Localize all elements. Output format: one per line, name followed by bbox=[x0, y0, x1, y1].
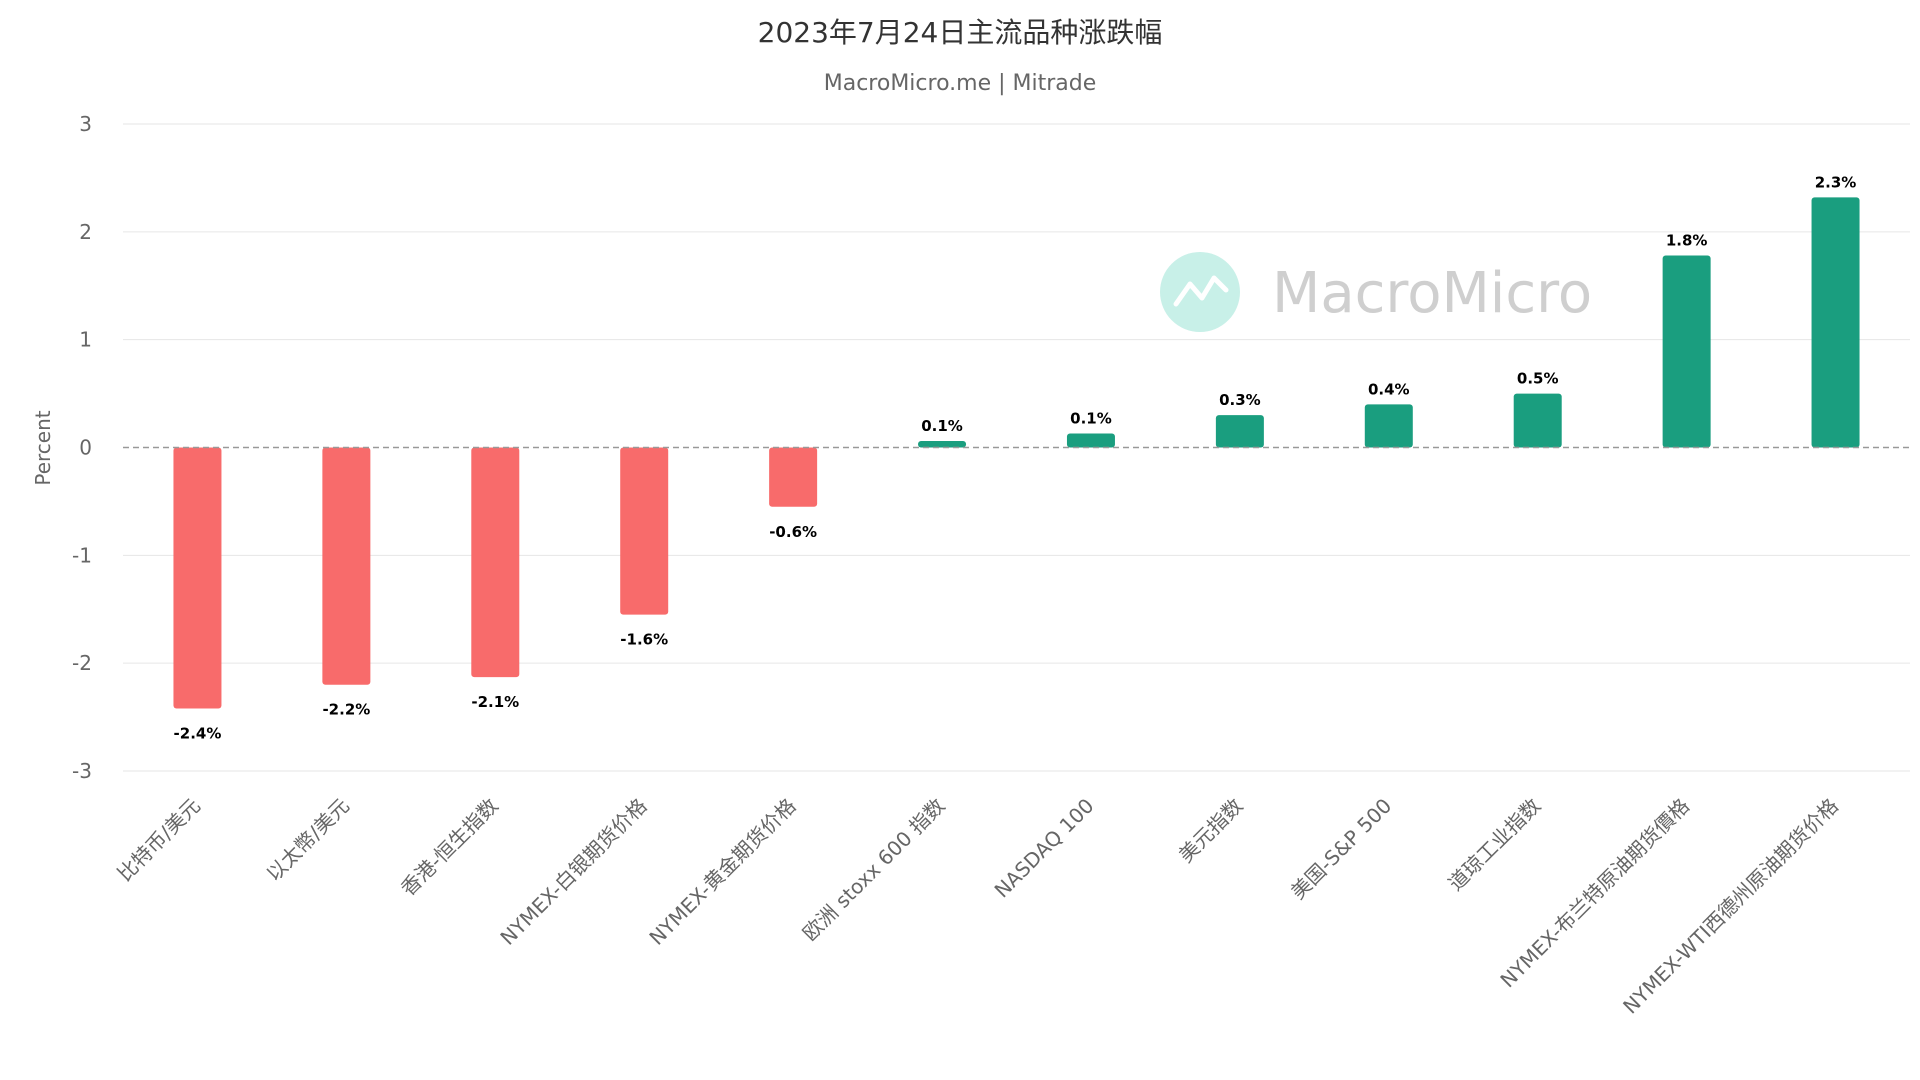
bar[interactable] bbox=[1811, 197, 1860, 448]
x-tick-label: NYMEX-白银期货价格 bbox=[495, 794, 651, 950]
bar[interactable] bbox=[1662, 255, 1711, 448]
bar[interactable] bbox=[471, 447, 520, 678]
y-axis-ticks: 3 2 1 0 -1 -2 -3 bbox=[72, 112, 92, 783]
x-tick-label: NASDAQ 100 bbox=[990, 794, 1099, 903]
x-tick-label: 香港-恒生指数 bbox=[396, 794, 503, 901]
data-labels: -2.4% -2.2% -2.1% -1.6% -0.6% 0.1% 0.1% 0.3% 0.4… bbox=[174, 173, 1857, 742]
bar[interactable] bbox=[1066, 433, 1115, 448]
data-label: 0.4% bbox=[1368, 380, 1410, 398]
data-label: 0.5% bbox=[1517, 370, 1559, 388]
data-label: -2.4% bbox=[174, 724, 222, 742]
x-tick-label: 比特币/美元 bbox=[113, 794, 205, 886]
y-tick-label: -3 bbox=[72, 759, 92, 783]
y-tick-label: -1 bbox=[72, 543, 92, 567]
x-tick-label: 欧洲 stoxx 600 指数 bbox=[798, 794, 950, 946]
chart-title: 2023年7月24日主流品种涨跌幅 bbox=[758, 16, 1163, 49]
y-tick-label: -2 bbox=[72, 651, 92, 675]
bar[interactable] bbox=[620, 447, 669, 615]
x-tick-label: NYMEX-黄金期货价格 bbox=[644, 794, 800, 950]
x-tick-label: 美元指数 bbox=[1174, 794, 1248, 868]
bar[interactable] bbox=[769, 447, 818, 507]
watermark: MacroMicro bbox=[1160, 252, 1592, 332]
data-label: 2.3% bbox=[1815, 173, 1857, 191]
y-tick-label: 3 bbox=[79, 112, 92, 136]
x-tick-label: 以太幣/美元 bbox=[261, 794, 353, 886]
chart-subtitle: MacroMicro.me | Mitrade bbox=[824, 71, 1097, 96]
data-label: -2.2% bbox=[322, 701, 370, 719]
bar[interactable] bbox=[173, 447, 222, 709]
chart-line-icon bbox=[1173, 275, 1229, 307]
data-label: -2.1% bbox=[471, 693, 519, 711]
data-label: 0.1% bbox=[921, 417, 963, 435]
x-axis-ticks: 比特币/美元 以太幣/美元 香港-恒生指数NYMEX-白银期货价格NYMEX-黄金期… bbox=[113, 794, 1844, 1019]
watermark-text: MacroMicro bbox=[1272, 261, 1592, 326]
data-label: -0.6% bbox=[769, 523, 817, 541]
y-tick-label: 2 bbox=[79, 220, 92, 244]
data-label: 1.8% bbox=[1666, 232, 1708, 250]
bar[interactable] bbox=[918, 441, 967, 448]
bar[interactable] bbox=[1364, 404, 1413, 448]
y-tick-label: 0 bbox=[79, 436, 92, 460]
data-label: 0.1% bbox=[1070, 409, 1112, 427]
y-axis-label: Percent bbox=[31, 410, 55, 485]
x-tick-label: 道琼工业指数 bbox=[1443, 794, 1545, 896]
bar[interactable] bbox=[1513, 393, 1562, 448]
data-label: -1.6% bbox=[620, 631, 668, 649]
bar[interactable] bbox=[322, 447, 371, 685]
grid-lines bbox=[123, 123, 1910, 772]
bars bbox=[173, 197, 1860, 709]
bar[interactable] bbox=[1215, 415, 1264, 448]
x-tick-label: 美国-S&P 500 bbox=[1286, 794, 1396, 904]
y-tick-label: 1 bbox=[79, 328, 92, 352]
data-label: 0.3% bbox=[1219, 391, 1261, 409]
